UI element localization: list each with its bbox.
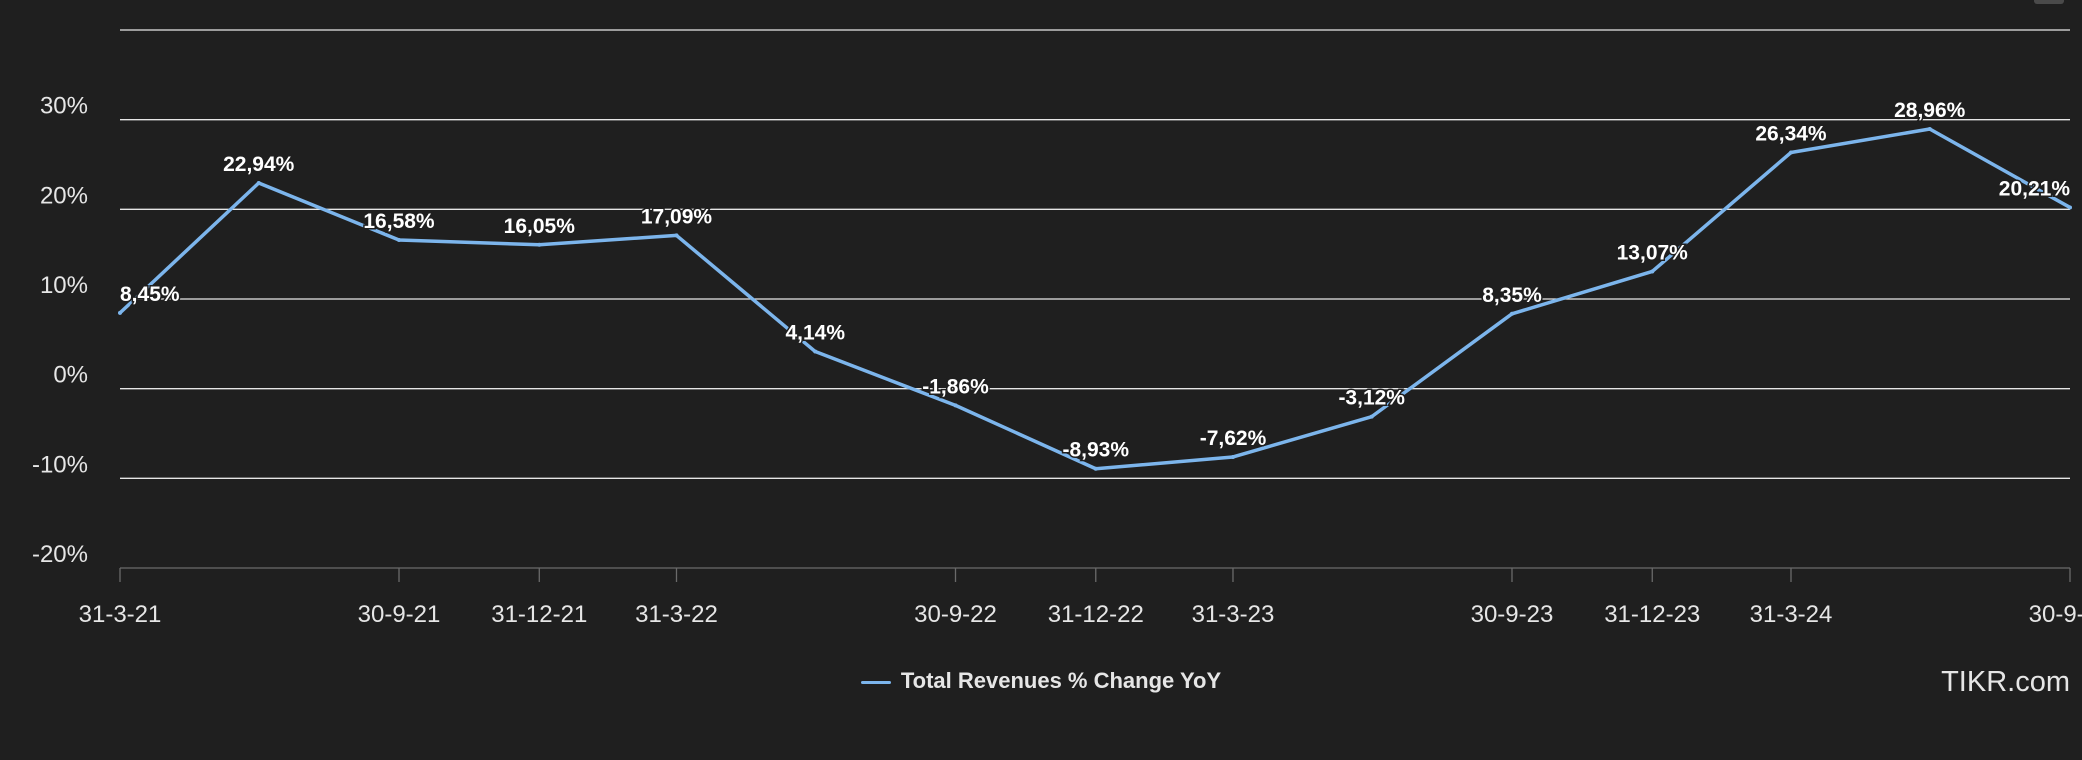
data-label: 16,58%	[363, 210, 435, 233]
x-tick-label: 31-3-24	[1750, 601, 1833, 628]
x-tick-label: 30-9-21	[358, 601, 441, 628]
y-tick-label: -20%	[32, 541, 88, 568]
data-point	[1927, 126, 1932, 131]
data-label: 8,45%	[120, 283, 180, 306]
data-label: 8,35%	[1482, 284, 1542, 307]
line-chart: 30% 20% 10% 0% -10% -20% 31-3-21 30-9-21 31-12-2…	[32, 29, 2082, 628]
data-point	[674, 233, 679, 238]
data-point	[1788, 150, 1793, 155]
legend-label[interactable]: Total Revenues % Change YoY	[900, 668, 1222, 693]
y-tick-label: 30%	[40, 93, 88, 120]
y-tick-label: 10%	[40, 272, 88, 299]
data-label: -8,93%	[1062, 439, 1129, 462]
data-point	[537, 242, 542, 247]
y-tick-label: -10%	[32, 451, 88, 478]
legend-swatch	[860, 680, 891, 684]
x-tick-label: 31-3-23	[1192, 601, 1275, 628]
x-tick-label: 30-9-24	[2029, 601, 2082, 628]
data-label: 4,14%	[785, 322, 845, 345]
data-point	[1230, 454, 1235, 459]
data-point	[1509, 311, 1514, 316]
data-label: 28,96%	[1894, 99, 1966, 122]
data-label: -1,86%	[922, 375, 989, 398]
data-label: 22,94%	[223, 153, 295, 176]
menu-button[interactable]	[2034, 0, 2064, 4]
data-point	[118, 310, 122, 315]
data-point	[2068, 205, 2072, 210]
data-label: 17,09%	[641, 205, 713, 228]
x-tick-label: 31-12-23	[1604, 601, 1700, 628]
watermark: TIKR.com	[1941, 666, 2070, 698]
data-label: 13,07%	[1617, 241, 1689, 264]
data-point	[1650, 269, 1655, 274]
legend[interactable]: Total Revenues % Change YoY	[0, 668, 2082, 694]
data-point	[953, 403, 958, 408]
x-tick-label: 31-12-21	[491, 601, 587, 628]
data-point	[813, 349, 818, 354]
x-tick-label: 31-3-22	[635, 601, 718, 628]
x-tick-label: 31-12-22	[1048, 601, 1144, 628]
data-point	[397, 237, 402, 242]
data-label: -3,12%	[1338, 387, 1405, 410]
x-tick-label: 30-9-23	[1471, 601, 1554, 628]
data-label: 20,21%	[1999, 177, 2071, 200]
x-tick-label: 31-3-21	[79, 601, 162, 628]
data-point	[1093, 466, 1098, 471]
data-label: 16,05%	[504, 215, 576, 238]
data-label: -7,62%	[1200, 427, 1267, 450]
y-tick-label: 0%	[53, 362, 88, 389]
x-tick-label: 30-9-22	[914, 601, 997, 628]
y-tick-label: 20%	[40, 182, 88, 209]
data-point	[256, 180, 261, 185]
data-label: 26,34%	[1755, 122, 1827, 145]
data-point	[1369, 414, 1374, 419]
